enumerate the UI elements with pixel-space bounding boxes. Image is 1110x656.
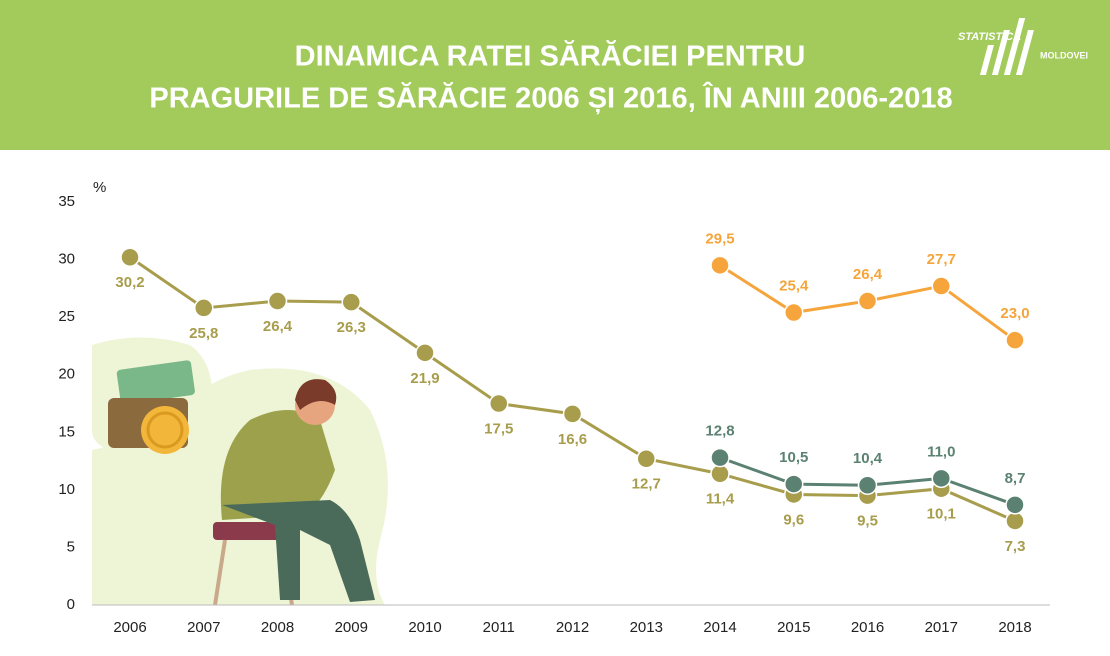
point	[710, 463, 730, 484]
stool-leg	[213, 539, 227, 606]
x-tick-label: 2018	[998, 619, 1031, 636]
illustration	[92, 337, 388, 606]
logo-text: MOLDOVEI	[1040, 50, 1088, 60]
point	[784, 302, 804, 323]
point	[562, 404, 583, 424]
money	[116, 360, 195, 405]
data-label: 25,8	[189, 325, 218, 342]
data-label: 26,3	[337, 319, 366, 336]
data-label: 29,5	[705, 230, 734, 247]
torso	[220, 410, 335, 520]
y-tick-label: 35	[58, 193, 75, 210]
point	[710, 447, 730, 468]
data-label: 12,8	[705, 423, 734, 440]
title-line: DINAMICA RATEI SĂRĂCIEI PENTRU	[295, 40, 806, 73]
data-label: 21,9	[410, 370, 439, 387]
title-line: PRAGURILE DE SĂRĂCIE 2006 ȘI 2016, ÎN AN…	[149, 81, 952, 115]
y-tick-label: 0	[67, 596, 75, 613]
y-tick-label: 10	[58, 481, 75, 498]
data-label: 12,7	[632, 476, 661, 493]
x-tick-label: 2017	[925, 619, 958, 636]
point	[931, 468, 951, 489]
y-tick-label: 5	[67, 538, 75, 555]
legs	[222, 500, 375, 602]
point	[784, 474, 804, 494]
point	[931, 276, 951, 296]
x-tick-label: 2012	[556, 619, 589, 636]
x-tick-label: 2013	[630, 619, 663, 636]
point	[857, 291, 878, 311]
x-tick-label: 2008	[261, 619, 294, 636]
data-label: 30,2	[115, 274, 144, 291]
y-tick-label: 30	[58, 251, 75, 268]
data-label: 10,1	[927, 506, 956, 523]
point	[120, 247, 140, 268]
point	[194, 298, 214, 318]
point	[857, 475, 878, 496]
data-label: 16,6	[558, 431, 587, 448]
x-tick-label: 2006	[113, 619, 146, 636]
data-label: 26,4	[263, 318, 293, 335]
data-label: 10,4	[853, 450, 883, 467]
x-tick-label: 2007	[187, 619, 220, 636]
point	[415, 343, 435, 363]
stool	[213, 522, 293, 540]
data-label: 11,4	[706, 491, 735, 508]
data-label: 17,5	[484, 420, 513, 437]
x-tick-label: 2015	[777, 619, 810, 636]
point	[636, 449, 656, 469]
data-label: 23,0	[1000, 305, 1029, 322]
x-tick-label: 2009	[335, 619, 368, 636]
point	[489, 393, 509, 414]
y-unit: %	[93, 179, 106, 196]
logo-text: STATISTICA	[958, 31, 1021, 43]
logo: STATISTICA MOLDOVEI	[958, 18, 1088, 75]
point	[1005, 511, 1025, 531]
x-tick-label: 2014	[703, 619, 736, 636]
x-tick-label: 2011	[483, 619, 515, 636]
x-tick-label: 2010	[408, 619, 441, 636]
point	[1005, 495, 1025, 515]
point	[1005, 330, 1025, 350]
data-label: 9,5	[857, 513, 878, 530]
data-label: 26,4	[853, 266, 883, 283]
y-tick-label: 15	[58, 423, 75, 440]
data-label: 11,0	[927, 443, 955, 460]
point	[710, 255, 730, 276]
y-tick-label: 20	[58, 366, 75, 383]
header-band	[0, 0, 1110, 150]
data-label: 7,3	[1005, 538, 1026, 555]
x-tick-label: 2016	[851, 619, 884, 636]
data-label: 9,6	[783, 511, 804, 528]
data-label: 8,7	[1005, 470, 1026, 487]
logo-bars	[979, 18, 1034, 75]
y-tick-label: 25	[58, 308, 75, 325]
coin	[146, 411, 184, 449]
hair	[295, 379, 337, 410]
point	[341, 292, 361, 312]
point	[267, 291, 288, 311]
data-label: 27,7	[927, 251, 956, 268]
data-label: 10,5	[779, 449, 808, 466]
data-label: 25,4	[779, 278, 809, 295]
